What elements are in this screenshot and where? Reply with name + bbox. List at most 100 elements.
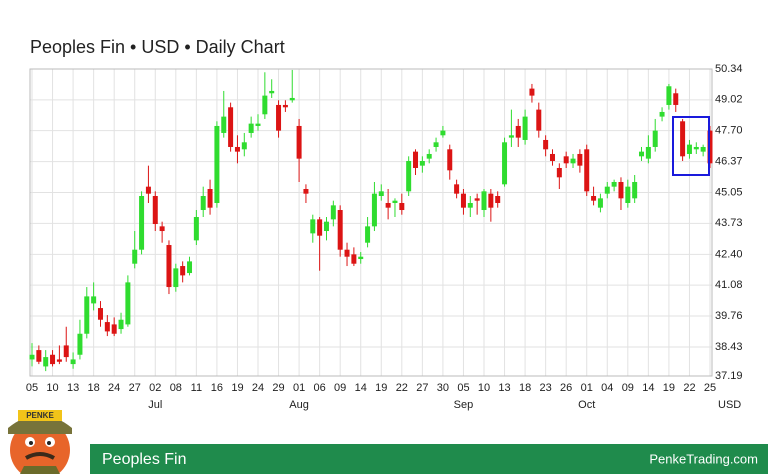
candle-body: [426, 153, 432, 159]
candle-body: [166, 245, 172, 288]
x-tick-label: 09: [334, 382, 346, 394]
candle-body: [351, 254, 357, 264]
y-tick-label: 50.34: [715, 63, 743, 75]
x-tick-label: 24: [108, 382, 120, 394]
candle-body: [214, 125, 220, 204]
candle-body: [234, 146, 240, 152]
x-tick-label: 30: [437, 382, 449, 394]
candle-body: [56, 359, 62, 362]
candle-body: [659, 111, 665, 117]
candle-body: [680, 121, 686, 157]
candle-body: [269, 90, 275, 94]
candle-body: [693, 146, 699, 150]
candle-body: [200, 196, 206, 211]
candle-body: [645, 146, 651, 159]
x-tick-label: 06: [314, 382, 326, 394]
x-tick-label: 02: [149, 382, 161, 394]
candle-body: [241, 142, 247, 150]
x-tick-label: 16: [211, 382, 223, 394]
x-tick-label: 18: [519, 382, 531, 394]
y-tick-label: 42.40: [715, 248, 743, 260]
chart-title: Peoples Fin • USD • Daily Chart: [30, 37, 285, 57]
candle-body: [556, 167, 562, 178]
highlight-box: [672, 116, 710, 176]
candle-body: [440, 130, 446, 136]
candle-body: [549, 153, 555, 161]
candle-body: [159, 226, 165, 232]
candle-body: [36, 350, 42, 362]
x-tick-label: 14: [355, 382, 367, 394]
candle-body: [282, 104, 288, 108]
candle-body: [63, 345, 69, 358]
x-tick-label: 26: [560, 382, 572, 394]
candle-body: [296, 125, 302, 159]
plot-frame: [29, 68, 713, 377]
candle-body: [303, 188, 309, 194]
candle-body: [371, 193, 377, 227]
x-tick-label: 14: [642, 382, 654, 394]
candle-body: [317, 219, 323, 236]
candle-body: [419, 160, 425, 166]
candle-body: [495, 196, 501, 204]
footer-bar: [90, 444, 768, 474]
y-tick-label: 43.73: [715, 217, 743, 229]
candle-body: [365, 226, 371, 243]
candle-body: [289, 97, 295, 101]
candle-body: [467, 203, 473, 208]
y-tick-label: 49.02: [715, 94, 743, 106]
currency-label: USD: [718, 399, 741, 411]
candle-body: [29, 354, 35, 360]
candle-body: [255, 123, 261, 126]
candle-body: [139, 196, 145, 250]
candle-body: [207, 188, 213, 208]
candle-body: [577, 153, 583, 166]
x-tick-label: 13: [67, 382, 79, 394]
y-tick-label: 45.05: [715, 186, 743, 198]
candle-body: [474, 198, 480, 201]
candle-body: [481, 191, 487, 211]
candle-body: [180, 266, 186, 276]
candle-body: [563, 156, 569, 164]
footer-name: Peoples Fin: [102, 451, 187, 468]
candle-body: [529, 88, 535, 96]
candle-body: [70, 359, 76, 365]
candle-body: [221, 116, 227, 133]
candle-body: [187, 261, 193, 274]
x-tick-label: 22: [396, 382, 408, 394]
candle-body: [584, 149, 590, 192]
candle-body: [652, 130, 658, 147]
candle-body: [433, 142, 439, 147]
x-tick-label: 05: [457, 382, 469, 394]
x-tick-label: 01: [581, 382, 593, 394]
candle-body: [228, 107, 234, 147]
y-tick-label: 41.08: [715, 279, 743, 291]
month-label: Oct: [578, 399, 595, 411]
candle-body: [337, 210, 343, 250]
candle-body: [413, 151, 419, 168]
x-tick-label: 01: [293, 382, 305, 394]
x-tick-label: 11: [191, 382, 202, 394]
candle-body: [604, 186, 610, 194]
x-tick-label: 19: [375, 382, 387, 394]
x-tick-label: 24: [252, 382, 264, 394]
candle-body: [591, 196, 597, 201]
x-tick-label: 19: [231, 382, 243, 394]
x-tick-label: 23: [540, 382, 552, 394]
candle-body: [392, 200, 398, 204]
candle-body: [570, 158, 576, 164]
candle-body: [84, 296, 90, 334]
candle-body: [639, 151, 645, 157]
candle-body: [406, 160, 412, 192]
candle-body: [632, 181, 638, 199]
candle-body: [700, 146, 706, 152]
candle-body: [50, 354, 56, 365]
x-tick-label: 05: [26, 382, 38, 394]
candle-body: [358, 256, 364, 260]
candle-body: [447, 149, 453, 171]
candle-body: [378, 191, 384, 197]
x-tick-label: 04: [601, 382, 613, 394]
candle-body: [323, 221, 329, 232]
candle-body: [193, 217, 199, 241]
candle-body: [673, 93, 679, 105]
